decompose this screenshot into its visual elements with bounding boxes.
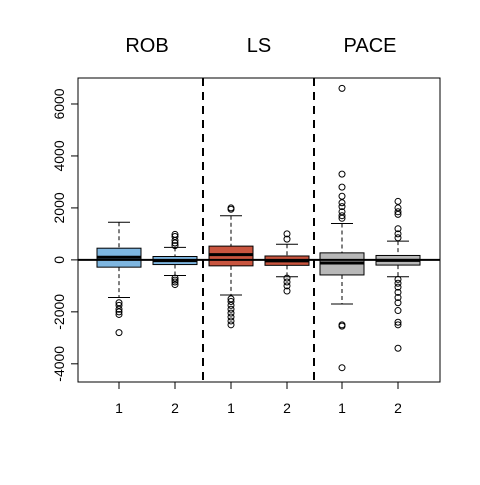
outlier-point [338,203,346,211]
outlier-point [227,309,235,317]
outlier-point [394,318,402,326]
outlier-point [227,301,235,309]
outlier-point [338,84,346,92]
outlier-point [171,278,179,286]
outlier-point [394,230,402,238]
outlier-point [394,208,402,216]
outlier-point [338,192,346,200]
y-tick-label: 2000 [51,192,67,223]
outlier-point [115,305,123,313]
outlier-point [227,321,235,329]
outlier-point [394,321,402,329]
group-label-ls: LS [247,35,271,57]
outlier-point [338,170,346,178]
outlier-point [394,204,402,212]
group-label-pace: PACE [344,35,397,57]
group-label-rob: ROB [125,35,168,57]
box-rob-1 [96,221,142,337]
x-tick-label: 1 [115,400,123,416]
outlier-point [394,307,402,315]
y-tick-label: 6000 [51,88,67,119]
outlier-point [394,288,402,296]
outlier-point [394,344,402,352]
x-tick-label: 1 [338,400,346,416]
outlier-point [338,364,346,372]
outlier-point [394,283,402,291]
outlier-point [283,282,291,290]
outlier-point [283,278,291,286]
outlier-point [283,235,291,243]
outlier-point [394,225,402,233]
outlier-point [227,317,235,325]
outlier-point [227,305,235,313]
plot-frame [77,77,441,383]
box-ls-2 [264,230,310,295]
outlier-point [115,308,123,316]
outlier-point [394,279,402,287]
outlier-point [227,204,235,212]
outlier-point [115,329,123,337]
y-tick-label: -4000 [51,346,67,382]
outlier-point [227,297,235,305]
outlier-point [394,299,402,307]
outlier-point [283,230,291,238]
outlier-point [171,276,179,284]
outlier-point [171,232,179,240]
outlier-point [171,281,179,289]
outlier-point [227,313,235,321]
outlier-point [171,242,179,250]
outlier-point [394,294,402,302]
x-tick-label: 2 [394,400,402,416]
outlier-point [338,208,346,216]
outlier-point [283,287,291,295]
outlier-point [115,310,123,318]
outlier-point [338,212,346,220]
outlier-point [394,275,402,283]
y-tick-label: 4000 [51,140,67,171]
box-pace-2 [375,197,421,352]
outlier-point [283,274,291,282]
outlier-point [338,183,346,191]
outlier-point [338,322,346,330]
y-tick-label: -2000 [51,294,67,330]
outlier-point [171,230,179,238]
box-pace-1 [319,84,365,372]
outlier-point [394,234,402,242]
x-tick-label: 2 [171,400,179,416]
box-ls-1 [208,204,254,329]
x-tick-label: 2 [283,400,291,416]
y-tick-label: 0 [51,256,67,264]
outlier-point [338,199,346,207]
x-tick-label: 1 [227,400,235,416]
outlier-point [394,197,402,205]
